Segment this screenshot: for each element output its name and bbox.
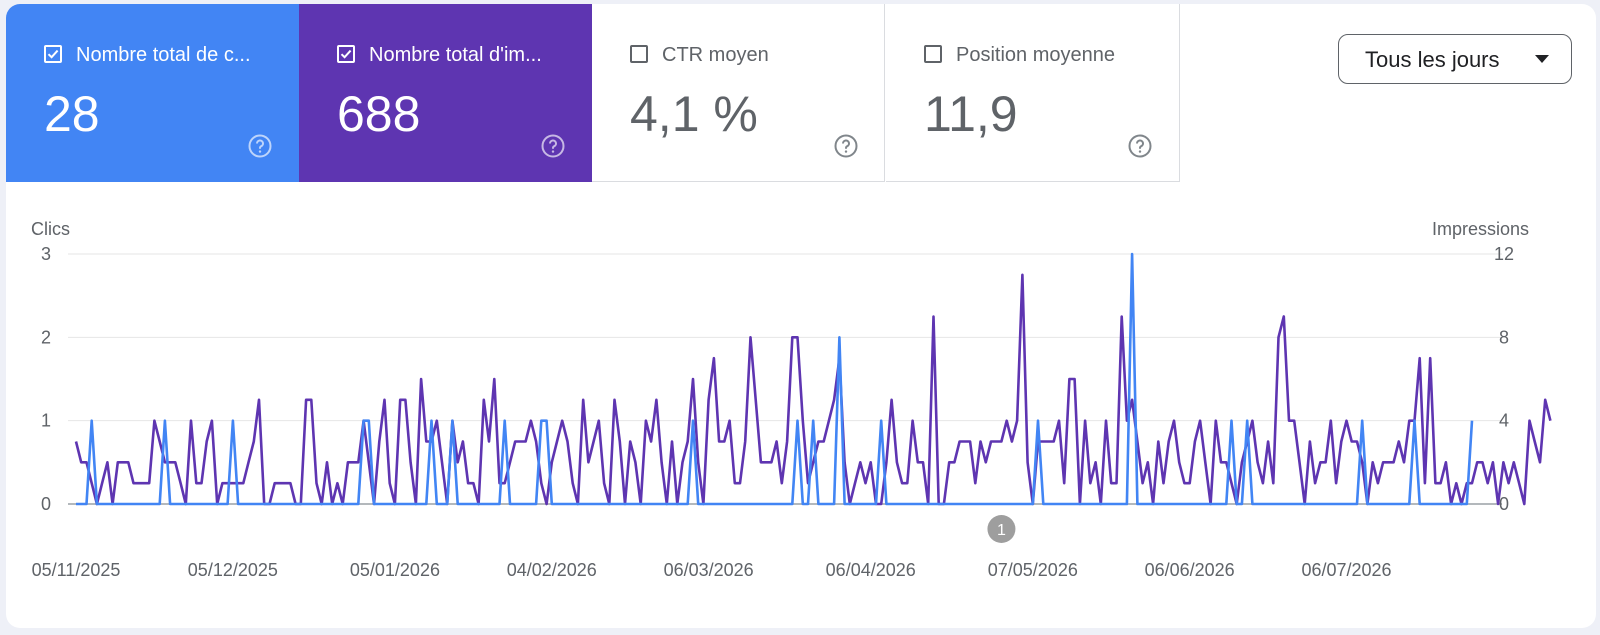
x-tick-label: 06/03/2026	[664, 560, 754, 580]
metric-label-impressions: Nombre total d'im...	[369, 44, 542, 66]
x-tick-label: 05/12/2025	[188, 560, 278, 580]
metric-tile-ctr[interactable]: CTR moyen 4,1 %	[592, 4, 885, 182]
metric-tile-clicks[interactable]: Nombre total de c... 28	[6, 4, 299, 182]
y-tick-left: 1	[41, 411, 51, 431]
metric-label-ctr: CTR moyen	[662, 44, 769, 66]
metric-label-position: Position moyenne	[956, 44, 1115, 66]
impressions-checkbox[interactable]	[337, 45, 355, 63]
y-axis-right-title: Impressions	[1432, 219, 1530, 239]
help-circle-icon[interactable]	[248, 134, 272, 158]
metric-value-impressions: 688	[337, 86, 421, 142]
annotation-label: 1	[997, 522, 1006, 539]
x-tick-label: 06/07/2026	[1301, 560, 1391, 580]
annotation-marker	[987, 515, 1016, 543]
y-tick-left: 0	[41, 494, 51, 514]
position-checkbox[interactable]	[924, 45, 942, 63]
performance-card: Nombre total de c... 28 Nombre total d'i…	[6, 4, 1596, 628]
ctr-checkbox[interactable]	[630, 45, 648, 63]
help-circle-icon[interactable]	[1128, 134, 1152, 158]
check-icon	[340, 49, 352, 59]
metric-tile-position[interactable]: Position moyenne 11,9	[886, 4, 1180, 182]
x-tick-label: 05/01/2026	[350, 560, 440, 580]
series-line-impressions	[74, 273, 1552, 506]
metric-value-clicks: 28	[44, 86, 100, 142]
arrow-drop-down-icon	[1535, 55, 1549, 63]
date-filter-label: Tous les jours	[1365, 47, 1500, 72]
metric-value-position: 11,9	[924, 86, 1018, 142]
series-line-clicks	[76, 252, 1474, 506]
metric-tile-impressions[interactable]: Nombre total d'im... 688	[299, 4, 592, 182]
metric-label-clicks: Nombre total de c...	[76, 44, 251, 66]
check-icon	[47, 49, 59, 59]
x-tick-label: 04/02/2026	[507, 560, 597, 580]
y-axis-left-title: Clics	[31, 219, 70, 239]
x-tick-label: 07/05/2026	[988, 560, 1078, 580]
y-tick-right: 12	[1494, 244, 1514, 264]
y-tick-right: 8	[1499, 327, 1509, 347]
x-tick-label: 05/11/2025	[32, 560, 121, 580]
metric-value-ctr: 4,1 %	[630, 86, 758, 142]
y-tick-left: 2	[41, 327, 51, 347]
help-circle-icon[interactable]	[541, 134, 565, 158]
y-tick-right: 0	[1499, 494, 1509, 514]
y-tick-left: 3	[41, 244, 51, 264]
x-tick-label: 06/06/2026	[1145, 560, 1235, 580]
y-tick-right: 4	[1499, 411, 1509, 431]
help-circle-icon[interactable]	[834, 134, 858, 158]
date-filter-dropdown[interactable]: Tous les jours	[1338, 34, 1572, 84]
x-tick-label: 06/04/2026	[826, 560, 916, 580]
clicks-checkbox[interactable]	[44, 45, 62, 63]
